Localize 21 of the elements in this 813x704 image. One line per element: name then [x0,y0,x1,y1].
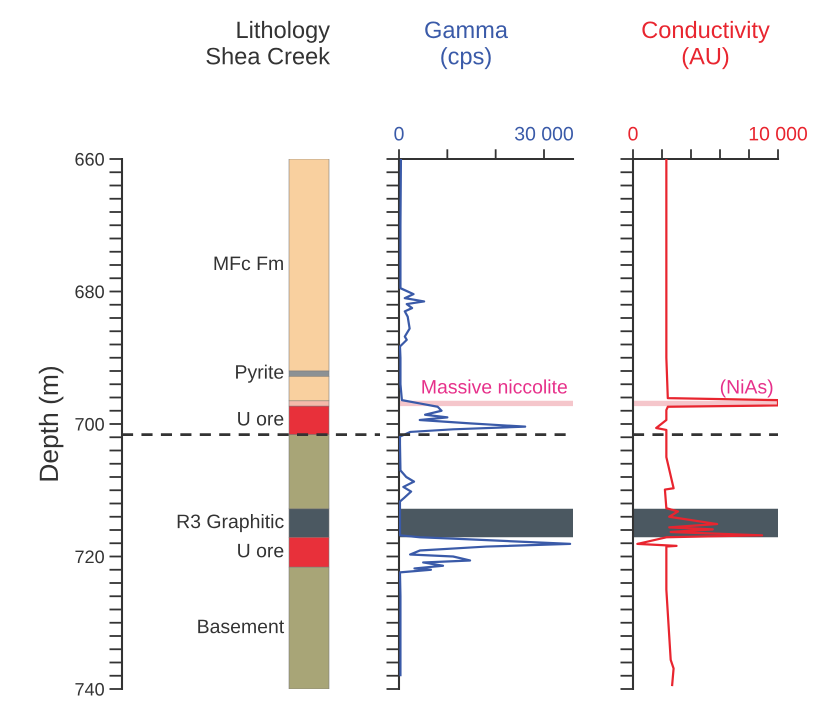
series-label: MFc Fm [214,256,283,270]
x-tick-label: 0 [394,126,404,141]
chart-title: Conductivity (AU) [642,20,770,70]
chart-title: Lithology Shea Creek [206,20,330,64]
series-label: R3 Graphitic [178,514,284,532]
y-axis-title: Depth (m) [38,366,64,480]
x-tick-label: 0 [628,126,638,141]
y-tick-label: 740 [75,682,104,696]
series-label: Pyrite [236,364,284,383]
series-label: U ore [238,544,284,558]
y-tick-label: 680 [75,285,104,298]
x-tick-label: 30 000 [515,126,573,141]
y-tick-label: 660 [75,152,104,166]
chart-title: Gamma (cps) [425,21,508,70]
x-tick-label: 10 000 [750,126,807,141]
y-tick-label: 700 [75,418,104,431]
y-tick-label: 720 [75,550,104,564]
band-label: Massive niccolite [422,379,567,394]
series-label: U ore [238,412,284,426]
band-label: (NiAs) [720,379,772,398]
series-label: Basement [198,620,284,634]
